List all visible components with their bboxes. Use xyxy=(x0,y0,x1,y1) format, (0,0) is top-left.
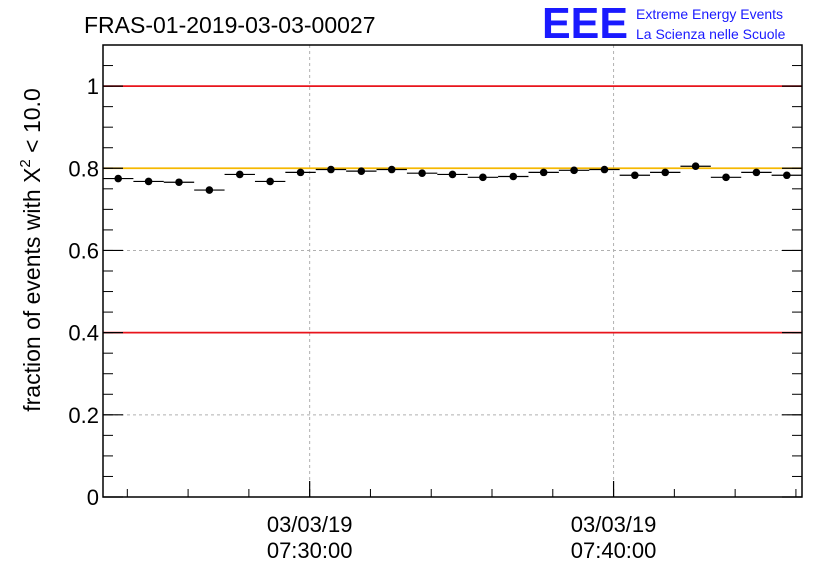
logo-line1: Extreme Energy Events xyxy=(636,6,783,22)
x-tick-date-label: 03/03/19 xyxy=(267,512,353,537)
y-tick-label: 0.4 xyxy=(68,321,99,346)
data-point xyxy=(600,165,609,174)
logo-letters: EEE xyxy=(542,0,628,48)
data-point xyxy=(357,167,366,175)
data-point xyxy=(266,177,274,186)
data-point xyxy=(205,186,214,194)
y-axis-label-suffix: < 10.0 xyxy=(19,88,45,159)
eee-logo: EEE Extreme Energy Events La Scienza nel… xyxy=(542,0,786,48)
data-point xyxy=(539,168,548,177)
data-point xyxy=(631,171,639,180)
axes: 00.20.40.60.8103/03/1907:30:0003/03/1907… xyxy=(68,44,802,563)
data-point xyxy=(509,172,518,181)
data-point xyxy=(144,177,153,186)
data-point xyxy=(783,171,791,180)
logo-line2: La Scienza nelle Scuole xyxy=(636,26,786,42)
x-tick-date-label: 03/03/19 xyxy=(571,512,657,537)
data-point xyxy=(235,170,244,179)
data-point xyxy=(448,170,457,179)
data-point xyxy=(479,173,487,182)
plot-frame xyxy=(102,44,803,498)
data-point xyxy=(418,169,426,178)
y-axis-label-symbol: X xyxy=(19,168,45,183)
data-points xyxy=(103,162,802,194)
data-point xyxy=(175,178,183,187)
y-tick-label: 0.6 xyxy=(68,238,99,263)
data-point xyxy=(296,168,305,177)
y-tick-label: 0 xyxy=(87,485,99,510)
y-tick-label: 1 xyxy=(87,74,99,99)
reference-lines xyxy=(103,85,802,334)
x-tick-time-label: 07:40:00 xyxy=(571,538,657,563)
data-point xyxy=(387,165,396,174)
y-axis-label-superscript: 2 xyxy=(17,159,34,167)
data-point xyxy=(752,168,761,177)
grid-lines xyxy=(103,45,802,497)
x-tick-time-label: 07:30:00 xyxy=(267,538,353,563)
y-tick-label: 0.8 xyxy=(68,156,99,181)
data-point xyxy=(570,166,578,175)
chart-title: FRAS-01-2019-03-03-00027 xyxy=(84,12,376,38)
y-axis-label: fraction of events with X2 < 10.0 xyxy=(17,88,45,412)
data-point xyxy=(327,165,335,174)
y-tick-label: 0.2 xyxy=(68,403,99,428)
y-axis-label-prefix: fraction of events with xyxy=(19,183,45,412)
data-point xyxy=(722,173,730,182)
data-point xyxy=(114,174,122,183)
data-point xyxy=(661,168,670,177)
data-point xyxy=(691,162,700,171)
